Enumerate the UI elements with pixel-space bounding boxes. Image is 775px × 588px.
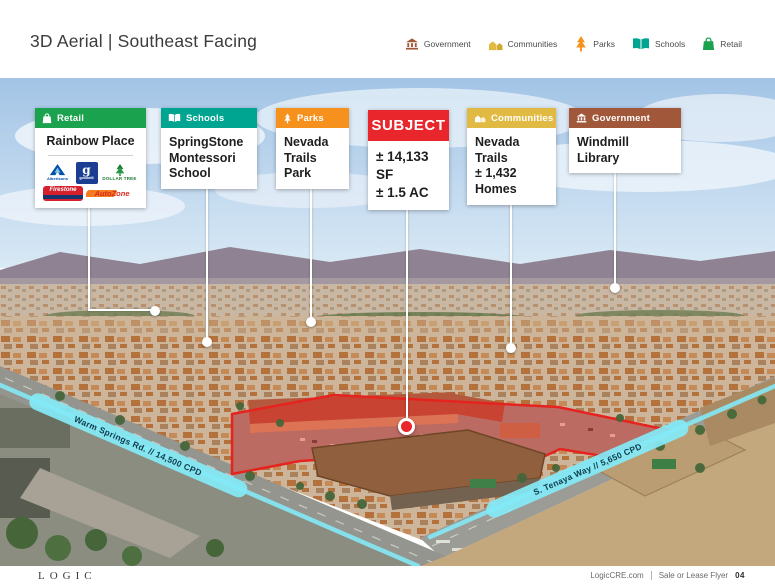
park-name: Nevada Trails Park <box>284 135 329 181</box>
bank-icon <box>576 113 587 123</box>
footer-page-number: 04 <box>735 571 745 580</box>
callout-retail-body: Rainbow Place Albertsons g goodwill <box>35 128 146 208</box>
legend-item-schools: Schools <box>632 37 685 51</box>
firestone-logo: Firestone <box>43 185 83 201</box>
callout-parks-header: Parks <box>276 108 349 128</box>
aerial-photo: Retail Rainbow Place Albertsons g goodwi… <box>0 78 775 566</box>
legend-label-retail: Retail <box>720 39 742 49</box>
leader-line-retail <box>88 205 90 311</box>
subject-ac: ± 1.5 AC <box>376 185 429 201</box>
leader-line-schools <box>206 171 208 342</box>
albertsons-mark-icon <box>49 164 66 176</box>
legend-label-government: Government <box>423 39 471 49</box>
callout-subject-tag: SUBJECT <box>371 117 446 134</box>
callout-parks-tag: Parks <box>297 112 324 124</box>
legend-label-parks: Parks <box>593 39 616 49</box>
map-dot-government <box>610 283 620 293</box>
map-dot-communities <box>506 343 516 353</box>
bank-icon <box>405 38 418 50</box>
goodwill-logo: g goodwill <box>75 161 98 184</box>
callout-government: Government Windmill Library <box>569 108 681 174</box>
leader-line-subject <box>406 188 408 427</box>
autozone-logo: AutoZone <box>86 186 138 201</box>
page-title: 3D Aerial | Southeast Facing <box>30 31 258 51</box>
map-dot-schools <box>202 337 212 347</box>
callout-parks: Parks Nevada Trails Park <box>276 108 349 189</box>
legend-item-retail: Retail <box>702 37 742 51</box>
book-icon <box>168 113 181 122</box>
callout-government-header: Government <box>569 108 681 128</box>
community-homes: ± 1,432 Homes <box>475 166 517 196</box>
callout-schools: Schools SpringStone Montessori School <box>161 108 257 189</box>
community-stats: Nevada Trails ± 1,432 Homes <box>467 128 556 205</box>
map-legend: Government Communities Parks Schools <box>405 36 742 52</box>
callout-retail-header: Retail <box>35 108 146 128</box>
tree-icon <box>576 36 587 52</box>
footer-flyer-type: Sale or Lease Flyer <box>658 571 729 580</box>
subject-marker <box>398 418 415 435</box>
retail-center-name: Rainbow Place <box>46 134 135 148</box>
legend-label-communities: Communities <box>507 39 558 49</box>
legend-item-parks: Parks <box>574 36 615 52</box>
dollar-tree-logo: DOLLAR TREE <box>101 162 139 184</box>
library-name: Windmill Library <box>577 135 629 165</box>
subject-sf: ± 14,133 SF <box>376 149 429 183</box>
callout-schools-tag: Schools <box>186 112 225 124</box>
callout-subject-header: SUBJECT <box>368 110 449 141</box>
leader-line-parks <box>310 170 312 322</box>
leader-line-government <box>614 156 616 288</box>
legend-item-communities: Communities <box>488 38 558 51</box>
book-icon <box>633 38 650 50</box>
divider <box>48 154 133 156</box>
callout-retail: Retail Rainbow Place Albertsons g goodwi… <box>35 108 146 208</box>
houses-icon <box>488 40 503 50</box>
shopping-bag-icon <box>703 37 715 51</box>
map-dot-retail <box>150 306 160 316</box>
callout-government-tag: Government <box>592 112 650 124</box>
callout-retail-tag: Retail <box>57 112 85 124</box>
leader-line-retail-h <box>88 309 154 311</box>
logic-logo: LOGIC <box>38 570 97 582</box>
callout-communities-tag: Communities <box>491 112 554 124</box>
dollar-tree-mark-icon <box>115 163 124 176</box>
footer-right: LogicCRE.com Sale or Lease Flyer 04 <box>590 571 745 580</box>
legend-label-schools: Schools <box>655 39 686 49</box>
footer-separator <box>650 571 652 580</box>
subject-stats: ± 14,133 SF ± 1.5 AC <box>368 141 449 210</box>
callout-communities-header: Communities <box>467 108 556 128</box>
leader-line-communities <box>510 170 512 348</box>
callout-schools-header: Schools <box>161 108 257 128</box>
shopping-bag-icon <box>42 112 52 123</box>
community-name: Nevada Trails <box>475 135 520 165</box>
callout-communities: Communities Nevada Trails ± 1,432 Homes <box>467 108 556 205</box>
albertsons-logo: Albertsons <box>43 162 73 184</box>
houses-icon <box>475 115 486 123</box>
map-dot-parks <box>306 317 316 327</box>
footer-site-link[interactable]: LogicCRE.com <box>590 571 644 580</box>
firestone-blue-bar <box>43 195 83 199</box>
callout-subject: SUBJECT ± 14,133 SF ± 1.5 AC <box>368 110 449 210</box>
tree-icon <box>284 112 291 123</box>
legend-item-government: Government <box>405 38 471 50</box>
school-name: SpringStone Montessori School <box>169 135 244 181</box>
